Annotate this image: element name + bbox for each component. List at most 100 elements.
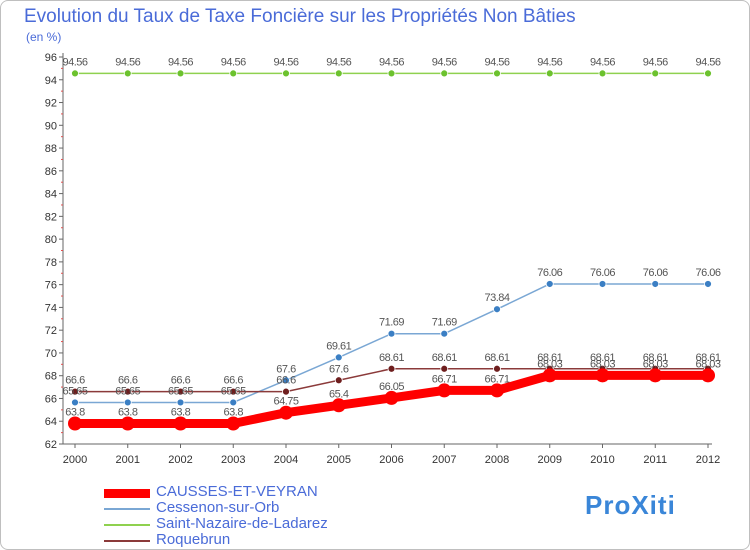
y-tick-label: 92 <box>45 98 57 110</box>
data-label: 67.6 <box>329 363 349 375</box>
data-label: 66.6 <box>224 375 244 387</box>
legend-label: CAUSSES-ET-VEYRAN <box>156 483 318 500</box>
data-label: 68.61 <box>484 352 509 364</box>
series-point-1 <box>598 280 607 288</box>
series-point-2 <box>387 69 396 78</box>
data-label: 94.56 <box>643 56 668 68</box>
y-tick-label: 66 <box>45 393 57 405</box>
series-point-1 <box>545 280 554 288</box>
data-label: 63.8 <box>65 407 85 419</box>
series-point-3 <box>71 387 79 396</box>
y-tick-label: 72 <box>45 325 57 337</box>
legend-label: Cessenon-sur-Orb <box>156 499 280 516</box>
x-tick-label: 2006 <box>379 454 403 466</box>
series-point-0 <box>437 383 452 398</box>
series-point-3 <box>123 387 132 396</box>
series-point-1 <box>493 305 501 314</box>
y-tick-label: 80 <box>45 234 57 246</box>
series-point-1 <box>334 353 343 362</box>
data-label: 65.65 <box>62 385 87 397</box>
data-label: 73.84 <box>484 292 509 304</box>
series-point-1 <box>123 398 132 407</box>
y-tick-label: 74 <box>45 302 57 314</box>
series-point-0 <box>490 383 504 398</box>
data-label: 65.65 <box>221 385 246 397</box>
data-label: 94.56 <box>221 56 246 68</box>
y-tick-label: 96 <box>45 52 57 64</box>
series-point-1 <box>651 280 660 288</box>
series-point-1 <box>282 376 290 385</box>
x-tick-label: 2008 <box>485 454 509 466</box>
series-point-3 <box>387 364 396 373</box>
x-tick-label: 2000 <box>63 454 87 466</box>
series-point-0 <box>384 390 399 405</box>
series-point-2 <box>493 69 501 78</box>
data-label: 66.6 <box>65 375 85 387</box>
series-point-3 <box>282 387 290 396</box>
series-point-0 <box>226 416 241 431</box>
data-label: 66.05 <box>379 381 404 393</box>
series-point-2 <box>334 69 343 78</box>
data-label: 68.03 <box>537 358 562 370</box>
data-label: 63.8 <box>171 407 191 419</box>
data-label: 94.56 <box>168 56 193 68</box>
legend-label: Roquebrun <box>156 531 231 548</box>
series-point-2 <box>176 69 185 78</box>
y-tick-label: 84 <box>45 189 57 201</box>
chart-subtitle: (en %) <box>26 30 62 44</box>
legend-swatch <box>104 488 150 498</box>
data-label: 94.56 <box>379 56 404 68</box>
x-tick-label: 2007 <box>432 454 456 466</box>
legend-label: Saint-Nazaire-de-Ladarez <box>156 515 328 532</box>
x-tick-label: 2009 <box>538 454 562 466</box>
x-tick-label: 2010 <box>590 454 614 466</box>
data-label: 76.06 <box>537 267 562 279</box>
x-tick-label: 2012 <box>696 454 720 466</box>
y-tick-label: 78 <box>45 257 57 269</box>
data-label: 68.61 <box>643 352 668 364</box>
series-point-2 <box>71 69 79 78</box>
series-point-0 <box>331 398 346 413</box>
x-tick-label: 2002 <box>168 454 192 466</box>
series-point-0 <box>68 416 82 431</box>
series-point-2 <box>598 69 607 78</box>
series-point-0 <box>542 368 557 383</box>
y-tick-label: 64 <box>45 416 57 428</box>
data-label: 76.06 <box>590 267 615 279</box>
series-point-1 <box>71 398 79 407</box>
data-label: 94.56 <box>537 56 562 68</box>
legend-swatch <box>104 508 150 510</box>
x-tick-label: 2004 <box>274 454 298 466</box>
data-label: 68.61 <box>537 352 562 364</box>
y-tick-label: 82 <box>45 211 57 223</box>
series-point-0 <box>701 368 715 383</box>
y-tick-label: 88 <box>45 143 57 155</box>
data-label: 66.6 <box>276 375 296 387</box>
series-point-1 <box>229 398 238 407</box>
series-point-3 <box>440 364 449 373</box>
data-label: 67.6 <box>276 363 296 375</box>
x-tick-label: 2003 <box>221 454 245 466</box>
series-point-3 <box>334 376 343 385</box>
series-point-2 <box>440 69 449 78</box>
series-point-0 <box>648 368 663 383</box>
data-label: 71.69 <box>379 317 404 329</box>
series-point-0 <box>279 405 293 420</box>
data-label: 63.8 <box>224 407 244 419</box>
series-point-2 <box>123 69 132 78</box>
data-label: 68.61 <box>432 352 457 364</box>
legend-swatch <box>104 540 150 542</box>
data-label: 71.69 <box>432 317 457 329</box>
y-tick-label: 76 <box>45 280 57 292</box>
data-label: 94.56 <box>326 56 351 68</box>
series-point-0 <box>120 416 135 431</box>
series-point-2 <box>229 69 238 78</box>
series-point-1 <box>387 329 396 338</box>
data-label: 68.03 <box>643 358 668 370</box>
data-label: 94.56 <box>590 56 615 68</box>
data-label: 94.56 <box>432 56 457 68</box>
data-label: 68.03 <box>590 358 615 370</box>
series-point-2 <box>651 69 660 78</box>
